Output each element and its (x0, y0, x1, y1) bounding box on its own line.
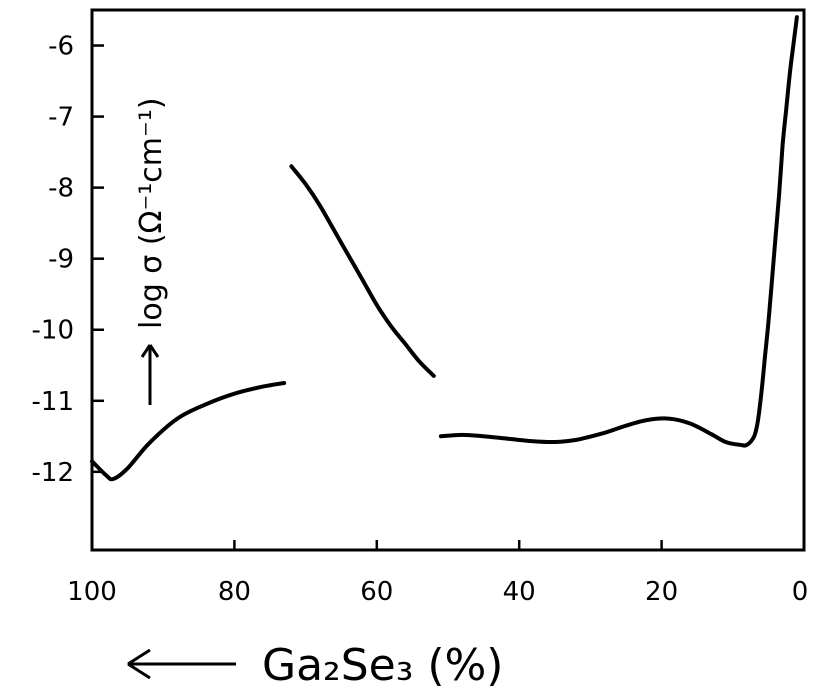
x-tick-label: 100 (67, 577, 117, 607)
x-ticks: 100 80 60 40 20 0 (67, 540, 808, 607)
x-axis-arrow-head (127, 648, 151, 680)
x-tick-label: 60 (360, 577, 393, 607)
series-line-2 (289, 164, 436, 378)
y-axis-arrow-head (140, 344, 160, 358)
series-line-3 (438, 15, 799, 448)
x-tick-label: 80 (218, 577, 251, 607)
y-axis-title-group: log σ (Ω⁻¹cm⁻¹) (134, 97, 169, 405)
x-tick-label: 0 (792, 577, 809, 607)
y-tick-label: -11 (32, 387, 74, 417)
y-axis-title: log σ (Ω⁻¹cm⁻¹) (134, 97, 169, 329)
x-tick-label: 20 (645, 577, 678, 607)
y-tick-label: -7 (48, 103, 74, 133)
x-tick-label: 40 (503, 577, 536, 607)
series-layer (90, 15, 799, 482)
y-tick-label: -10 (32, 316, 74, 346)
series-line-1 (90, 381, 287, 482)
y-tick-label: -9 (48, 245, 74, 275)
y-tick-label: -12 (32, 458, 74, 488)
x-axis-title: Ga₂Se₃ (%) (262, 640, 503, 691)
y-tick-label: -6 (48, 32, 74, 62)
plot-frame (90, 8, 806, 552)
y-tick-label: -8 (48, 174, 74, 204)
x-axis-title-group: Ga₂Se₃ (%) (127, 640, 503, 691)
y-ticks: -6 -7 -8 -9 -10 -11 -12 (32, 32, 104, 488)
